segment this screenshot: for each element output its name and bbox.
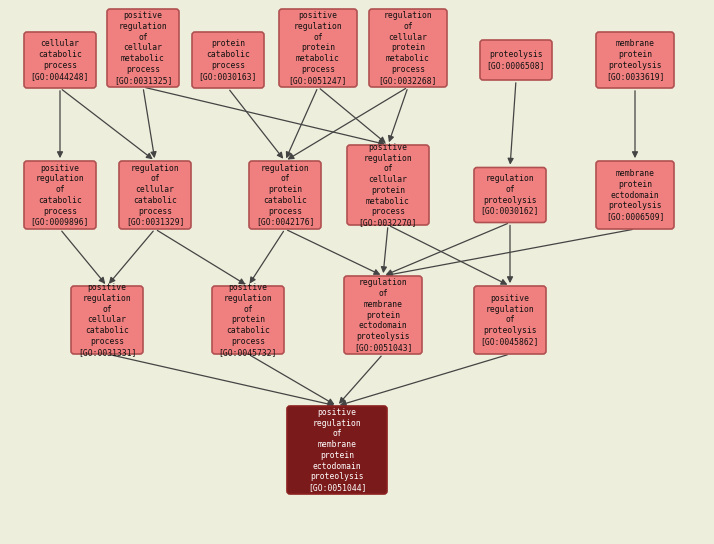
- FancyBboxPatch shape: [212, 286, 284, 354]
- Text: proteolysis
[GO:0006508]: proteolysis [GO:0006508]: [487, 50, 545, 70]
- FancyBboxPatch shape: [24, 32, 96, 88]
- FancyBboxPatch shape: [279, 9, 357, 87]
- Text: protein
catabolic
process
[GO:0030163]: protein catabolic process [GO:0030163]: [198, 39, 257, 81]
- FancyBboxPatch shape: [107, 9, 179, 87]
- FancyBboxPatch shape: [369, 9, 447, 87]
- FancyBboxPatch shape: [344, 276, 422, 354]
- Text: regulation
of
membrane
protein
ectodomain
proteolysis
[GO:0051043]: regulation of membrane protein ectodomai…: [353, 278, 412, 352]
- Text: positive
regulation
of
cellular
metabolic
process
[GO:0031325]: positive regulation of cellular metaboli…: [114, 11, 172, 85]
- FancyBboxPatch shape: [24, 161, 96, 229]
- FancyBboxPatch shape: [119, 161, 191, 229]
- Text: positive
regulation
of
catabolic
process
[GO:0009896]: positive regulation of catabolic process…: [31, 164, 89, 226]
- Text: positive
regulation
of
proteolysis
[GO:0045862]: positive regulation of proteolysis [GO:0…: [481, 294, 539, 346]
- FancyBboxPatch shape: [287, 406, 387, 494]
- Text: positive
regulation
of
cellular
protein
metabolic
process
[GO:0032270]: positive regulation of cellular protein …: [358, 143, 417, 227]
- FancyBboxPatch shape: [192, 32, 264, 88]
- Text: regulation
of
cellular
catabolic
process
[GO:0031329]: regulation of cellular catabolic process…: [126, 164, 184, 226]
- Text: positive
regulation
of
cellular
catabolic
process
[GO:0031331]: positive regulation of cellular cataboli…: [78, 283, 136, 357]
- Text: membrane
protein
ectodomain
proteolysis
[GO:0006509]: membrane protein ectodomain proteolysis …: [605, 169, 664, 221]
- Text: positive
regulation
of
protein
catabolic
process
[GO:0045732]: positive regulation of protein catabolic…: [218, 283, 277, 357]
- FancyBboxPatch shape: [480, 40, 552, 80]
- Text: membrane
protein
proteolysis
[GO:0033619]: membrane protein proteolysis [GO:0033619…: [605, 39, 664, 81]
- FancyBboxPatch shape: [596, 32, 674, 88]
- Text: positive
regulation
of
protein
metabolic
process
[GO:0051247]: positive regulation of protein metabolic…: [288, 11, 347, 85]
- FancyBboxPatch shape: [474, 286, 546, 354]
- Text: regulation
of
cellular
protein
metabolic
process
[GO:0032268]: regulation of cellular protein metabolic…: [378, 11, 437, 85]
- Text: regulation
of
protein
catabolic
process
[GO:0042176]: regulation of protein catabolic process …: [256, 164, 314, 226]
- FancyBboxPatch shape: [71, 286, 143, 354]
- FancyBboxPatch shape: [474, 168, 546, 222]
- Text: positive
regulation
of
membrane
protein
ectodomain
proteolysis
[GO:0051044]: positive regulation of membrane protein …: [308, 408, 366, 492]
- Text: regulation
of
proteolysis
[GO:0030162]: regulation of proteolysis [GO:0030162]: [481, 175, 539, 215]
- FancyBboxPatch shape: [596, 161, 674, 229]
- Text: cellular
catabolic
process
[GO:0044248]: cellular catabolic process [GO:0044248]: [31, 39, 89, 81]
- FancyBboxPatch shape: [249, 161, 321, 229]
- FancyBboxPatch shape: [347, 145, 429, 225]
